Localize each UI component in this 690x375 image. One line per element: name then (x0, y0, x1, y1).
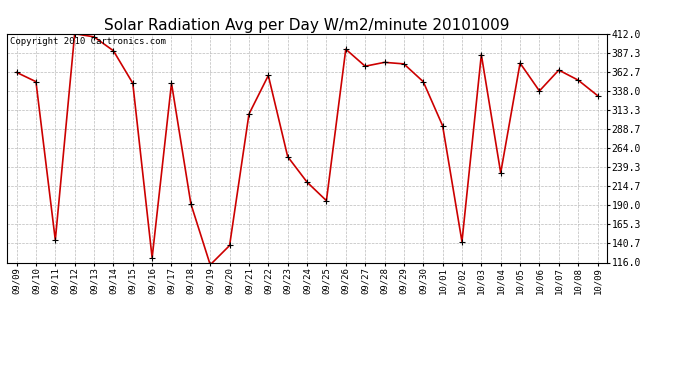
Text: Copyright 2010 Cartronics.com: Copyright 2010 Cartronics.com (10, 37, 166, 46)
Title: Solar Radiation Avg per Day W/m2/minute 20101009: Solar Radiation Avg per Day W/m2/minute … (104, 18, 510, 33)
